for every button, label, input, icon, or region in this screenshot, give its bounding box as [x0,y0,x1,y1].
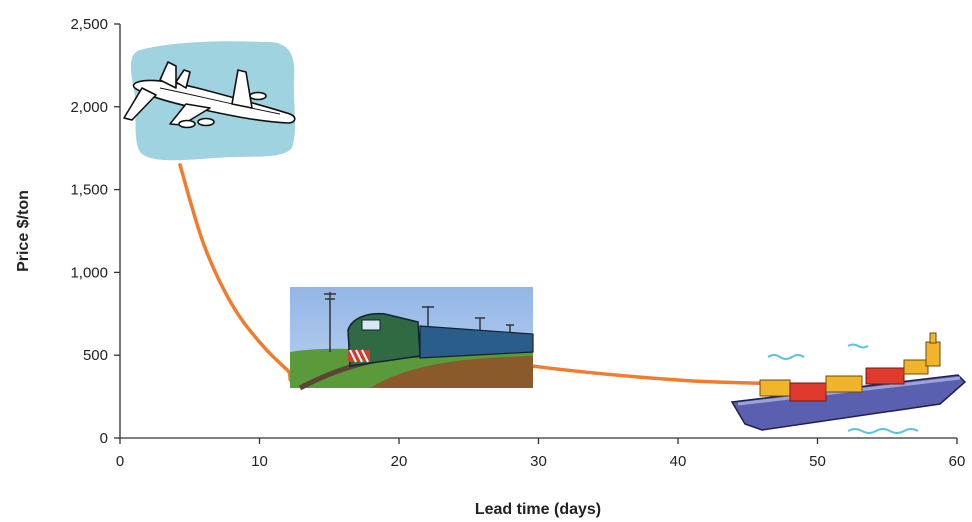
x-tick-label: 0 [116,453,124,470]
y-tick-label: 2,500 [70,16,108,33]
airplane-window-line [159,87,281,115]
y-tick-label: 1,000 [70,264,108,281]
airplane-icon [123,41,296,161]
y-ticks: 0 500 1,000 1,500 2,000 2,500 [70,16,120,447]
train-icon [290,287,534,391]
airplane-engine [249,91,267,101]
x-tick-label: 10 [251,453,268,470]
train-cab-window [361,319,381,331]
airplane-stabilizer [123,87,157,121]
airplane-engine [197,117,215,127]
ship-bridge [925,341,941,367]
y-tick-label: 0 [100,430,108,447]
ship-container [865,367,905,385]
ship-container [903,359,929,375]
y-tick-label: 2,000 [70,99,108,116]
airplane-engine [178,119,196,129]
cargo-ship-icon [730,332,967,434]
train-freight-cars [419,325,534,359]
y-tick-label: 500 [83,347,108,364]
ship-hull [730,374,967,431]
ship-container [825,375,863,393]
ship-water-wave [847,428,919,434]
train-embankment [370,356,533,388]
ship-container [759,379,791,397]
ship-container [789,382,827,402]
x-tick-label: 40 [670,453,687,470]
x-tick-label: 20 [391,453,408,470]
airplane-tail-fin [159,61,177,89]
x-ticks: 0 10 20 30 40 50 60 [116,438,966,470]
y-axis-title: Price $/ton [15,190,32,272]
y-tick-label: 1,500 [70,182,108,199]
x-tick-label: 60 [949,453,966,470]
airplane-tail-fin-right [175,69,191,89]
train-stripes [349,349,369,363]
ship-mast [929,332,937,344]
telegraph-pole [324,292,336,352]
x-axis-title: Lead time (days) [475,501,601,518]
x-tick-label: 30 [530,453,547,470]
ship-water-wave [847,343,869,349]
x-tick-label: 50 [809,453,826,470]
ship-water-wave [767,354,805,360]
